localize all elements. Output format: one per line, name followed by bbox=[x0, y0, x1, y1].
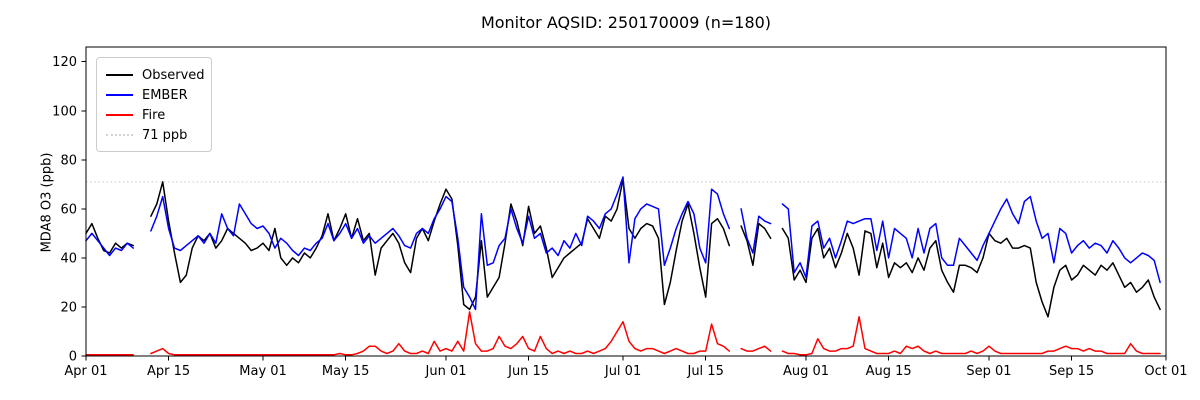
ember-line-swatch-icon bbox=[106, 94, 133, 96]
x-tick-label: May 15 bbox=[322, 364, 370, 379]
axes-spines bbox=[85, 46, 1167, 357]
y-tick-label: 20 bbox=[60, 300, 77, 315]
x-tick-label: Sep 01 bbox=[966, 364, 1011, 379]
x-tick-label: Apr 15 bbox=[147, 364, 190, 379]
y-tick-label: 120 bbox=[52, 55, 77, 70]
y-tick-label: 60 bbox=[60, 202, 77, 217]
chart-title: Monitor AQSID: 250170009 (n=180) bbox=[480, 13, 772, 32]
legend-item-observed: Observed bbox=[106, 65, 205, 85]
x-tick-label: Aug 01 bbox=[783, 364, 829, 379]
y-tick-label: 100 bbox=[52, 104, 77, 119]
x-tick-label: May 01 bbox=[239, 364, 287, 379]
legend-label-observed: Observed bbox=[142, 67, 205, 83]
x-tick-label: Jul 01 bbox=[604, 364, 641, 379]
y-tick-label: 40 bbox=[60, 251, 77, 266]
x-tick-label: Jul 15 bbox=[686, 364, 723, 379]
legend-item-threshold: 71 ppb bbox=[106, 125, 202, 145]
legend: Observed EMBER Fire 71 ppb bbox=[96, 57, 212, 152]
legend-label-ember: EMBER bbox=[142, 87, 188, 103]
x-tick-label: Sep 15 bbox=[1049, 364, 1094, 379]
x-tick-label: Apr 01 bbox=[64, 364, 107, 379]
x-tick-label: Jun 01 bbox=[425, 364, 467, 379]
legend-item-ember: EMBER bbox=[106, 85, 202, 105]
series-fire-line bbox=[85, 311, 1161, 356]
threshold-line-swatch-icon bbox=[106, 134, 133, 136]
fire-line-swatch-icon bbox=[106, 114, 133, 116]
legend-label-threshold: 71 ppb bbox=[142, 127, 188, 143]
legend-item-fire: Fire bbox=[106, 105, 202, 125]
x-tick-label: Aug 15 bbox=[866, 364, 912, 379]
y-tick-label: 80 bbox=[60, 153, 77, 168]
y-tick-label: 0 bbox=[69, 350, 77, 365]
series-ember-line bbox=[85, 176, 1161, 311]
legend-label-fire: Fire bbox=[142, 107, 166, 123]
observed-line-swatch-icon bbox=[106, 74, 133, 76]
x-tick-label: Jun 15 bbox=[507, 364, 549, 379]
x-tick-label: Oct 01 bbox=[1144, 364, 1187, 379]
series-observed-line bbox=[85, 178, 1161, 318]
